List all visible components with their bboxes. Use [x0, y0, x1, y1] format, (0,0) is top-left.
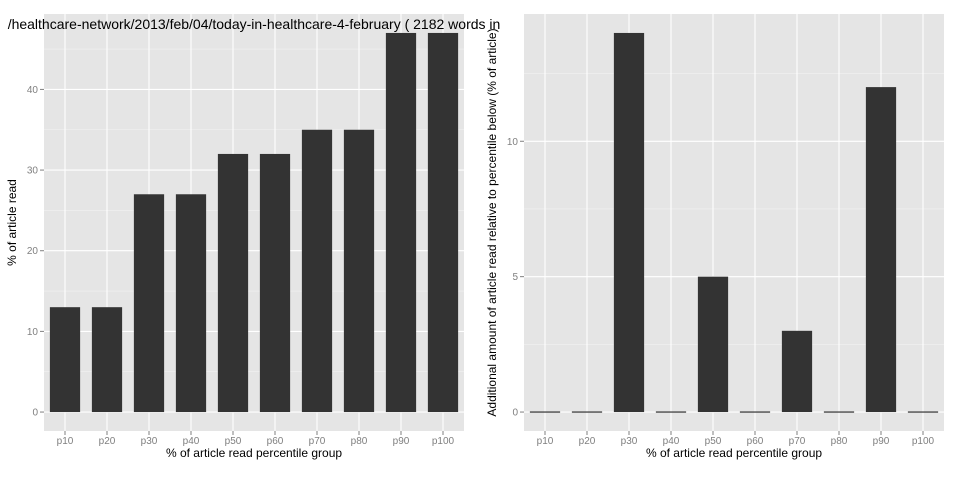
plot-title: /healthcare-network/2013/feb/04/today-in… — [8, 16, 501, 32]
bar-p80 — [343, 129, 375, 413]
y-tick-label: 0 — [512, 408, 518, 419]
chart-panel-2: 0 5 10 p10 p20 p30 p40 p50 p60 p70 p80 p90 p100 % of … — [485, 14, 944, 460]
x-tick-label: p50 — [225, 436, 242, 447]
x-axis-title: % of article read percentile group — [166, 446, 342, 460]
x-tick-label: p90 — [873, 436, 890, 447]
bar-p70 — [301, 129, 333, 413]
bar-p10 — [49, 307, 81, 413]
x-tick-label: p40 — [663, 436, 680, 447]
y-axis-title: % of article read — [5, 179, 19, 266]
x-tick-label: p100 — [912, 436, 935, 447]
y-axis-title: Additional amount of article read relati… — [485, 28, 499, 416]
bar-p100 — [427, 32, 459, 413]
chart-panel-1: 0 10 20 30 40 p10 p20 p30 p40 p50 p60 p70 p80 p90 p100… — [5, 14, 500, 460]
bar-p30 — [613, 32, 645, 413]
x-axis-title: % of article read percentile group — [646, 446, 822, 460]
bar-p40 — [655, 411, 687, 413]
x-tick-label: p40 — [183, 436, 200, 447]
bar-p60 — [739, 411, 771, 413]
x-tick-label: p90 — [393, 436, 410, 447]
y-tick-label: 40 — [27, 85, 39, 96]
x-tick-label: p80 — [831, 436, 848, 447]
x-tick-label: p50 — [705, 436, 722, 447]
bar-p100 — [907, 411, 939, 413]
y-tick-label: 30 — [27, 166, 39, 177]
y-tick-label: 20 — [27, 246, 39, 257]
x-tick-label: p100 — [432, 436, 455, 447]
y-tick-label: 5 — [512, 272, 518, 283]
bar-p10 — [529, 411, 561, 413]
x-tick-label: p30 — [621, 436, 638, 447]
x-tick-label: p60 — [267, 436, 284, 447]
x-tick-label: p20 — [99, 436, 116, 447]
x-tick-label: p60 — [747, 436, 764, 447]
bar-p30 — [133, 194, 165, 413]
x-tick-label: p10 — [537, 436, 554, 447]
bar-p20 — [91, 307, 123, 413]
y-tick-label: 10 — [507, 137, 519, 148]
bar-p50 — [217, 153, 249, 413]
x-tick-label: p20 — [579, 436, 596, 447]
bar-p60 — [259, 153, 291, 413]
bar-p40 — [175, 194, 207, 413]
y-tick-label: 0 — [32, 408, 38, 419]
bar-p90 — [385, 32, 417, 413]
bar-p70 — [781, 330, 813, 413]
x-tick-label: p70 — [789, 436, 806, 447]
x-tick-label: p70 — [309, 436, 326, 447]
y-tick-label: 10 — [27, 327, 39, 338]
x-tick-label: p30 — [141, 436, 158, 447]
bar-p20 — [571, 411, 603, 413]
bar-p50 — [697, 276, 729, 413]
bar-p90 — [865, 87, 897, 413]
x-tick-label: p10 — [57, 436, 74, 447]
x-tick-label: p80 — [351, 436, 368, 447]
bar-p80 — [823, 411, 855, 413]
